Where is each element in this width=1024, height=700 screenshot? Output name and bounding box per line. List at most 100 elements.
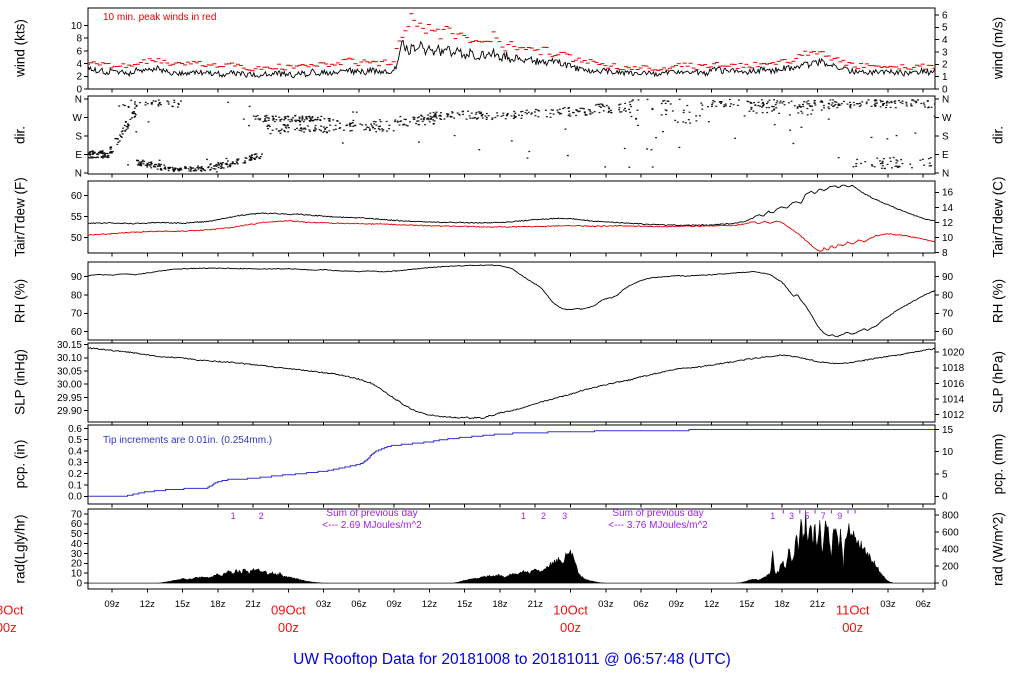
rad-sum-day1-line1: Sum of previous day [326, 508, 418, 519]
series-pcp-cumulative [88, 429, 935, 497]
ytick-label: 1014 [942, 394, 965, 405]
ytick-label: 10 [71, 21, 83, 32]
ytick-label: 1012 [942, 410, 965, 421]
hour-tick-label: 03z [598, 599, 614, 610]
ytick-label: W [73, 113, 83, 124]
hour-tick-label: 03z [316, 599, 332, 610]
rad-sum-day1-line2: <--- 2.69 MJoules/m^2 [322, 519, 422, 531]
date-tick-label: 10Oct [553, 603, 588, 618]
ytick-label: 0 [942, 578, 948, 589]
series-wind-direction-scatter [88, 98, 935, 173]
wind-right-axis-title: wind (m/s) [990, 16, 1006, 80]
ytick-label: 0.2 [68, 469, 82, 480]
tip-increments-note: Tip increments are 0.01in. (0.254mm.) [103, 435, 273, 446]
series-tdew [88, 219, 935, 252]
panel-pcp: 0.00.10.20.30.40.50.6 0 5 10 15 [68, 424, 954, 508]
x-axis-labels: 09z 12z 15z 18z 21z 03z 06z 09z 12z 15z 18z 21z 03z 0… [0, 599, 931, 635]
ytick-label: 6 [942, 10, 948, 21]
ytick-label: 0 [942, 84, 948, 95]
rad-sum-day2-note: Sum of previous day <--- 3.76 MJoules/m^… [608, 508, 707, 531]
panel-rh: 60 70 80 90 60 70 80 90 [71, 261, 954, 344]
ytick-label: 10 [942, 447, 954, 458]
ytick-label: 60 [71, 191, 83, 202]
figure-title: UW Rooftop Data for 20181008 to 20181011… [293, 651, 731, 668]
rad-marker-label: 7 [821, 511, 826, 521]
temp-left-axis-title: Tair/Tdew (F) [12, 177, 28, 257]
series-rh [88, 264, 935, 338]
panel-temp: 50 55 60 8 10 12 14 16 [71, 180, 954, 259]
ytick-label: 60 [71, 327, 83, 338]
hour-tick-label: 18z [774, 599, 790, 610]
ytick-label: 90 [942, 272, 954, 283]
ytick-label: 30.10 [57, 353, 82, 364]
ytick-label: 90 [71, 272, 83, 283]
peak-winds-note: 10 min. peak winds in red [103, 12, 217, 23]
ytick-label: 30.05 [57, 366, 82, 377]
ytick-label: 0.3 [68, 458, 82, 469]
date-tick-label: 09Oct [271, 603, 306, 618]
ytick-label: N [942, 94, 949, 105]
hour-tick-label: 09z [669, 599, 685, 610]
rad-sum-day2-line1: Sum of previous day [612, 508, 704, 519]
ytick-label: N [75, 168, 82, 179]
rad-marker-label: 1 [231, 511, 236, 521]
ytick-label: 14 [942, 203, 954, 214]
rad-marker-label: 2 [541, 511, 546, 521]
rh-left-axis-title: RH (%) [12, 278, 28, 324]
ytick-label: 15 [942, 425, 954, 436]
ytick-label: 70 [71, 309, 83, 320]
ytick-label: S [75, 131, 82, 142]
ytick-label: 0 [76, 578, 82, 589]
slp-left-axis-title: SLP (inHg) [12, 349, 28, 415]
ytick-label: 0.6 [68, 424, 82, 435]
ytick-label: 80 [71, 290, 83, 301]
ytick-label: 2 [76, 72, 82, 83]
ytick-label: 4 [76, 59, 82, 70]
ytick-label: 50 [71, 233, 83, 244]
ytick-label: 1018 [942, 363, 965, 374]
ytick-label: 55 [71, 212, 83, 223]
ytick-label: 1020 [942, 348, 965, 359]
ytick-label: 200 [942, 561, 959, 572]
ytick-label: W [942, 113, 952, 124]
slp-right-axis-title: SLP (hPa) [990, 350, 1006, 414]
ytick-label: 10 [942, 233, 954, 244]
ytick-label: 50 [71, 529, 83, 540]
date-tick-time: 00z [842, 620, 863, 635]
ytick-label: 30.15 [57, 340, 82, 351]
series-wind-mean [88, 39, 935, 79]
ytick-label: 16 [942, 188, 954, 199]
ytick-label: 0.1 [68, 480, 82, 491]
ytick-label: 5 [942, 23, 948, 34]
date-tick-label: 08Oct [0, 603, 24, 618]
ytick-label: 0.0 [68, 492, 82, 503]
ytick-label: E [942, 150, 949, 161]
rad-marker-label: 1 [770, 511, 775, 521]
rad-right-axis-title: rad (W/m^2) [990, 512, 1006, 586]
ytick-label: 60 [71, 519, 83, 530]
ytick-label: 800 [942, 511, 959, 522]
rad-marker-label: 1 [521, 511, 526, 521]
series-solar-radiation [88, 510, 935, 584]
date-tick-label: 11Oct [836, 603, 870, 618]
hour-tick-label: 09z [104, 599, 120, 610]
series-tair [88, 184, 935, 227]
date-tick-time: 00z [278, 620, 299, 635]
hour-tick-label: 03z [880, 599, 896, 610]
dir-left-axis-title: dir. [12, 125, 28, 145]
hour-tick-label: 21z [245, 599, 261, 610]
panel-slp: 29.90 29.95 30.00 30.05 30.10 30.15 1012 1014 10… [57, 340, 965, 426]
ytick-label: 29.95 [57, 393, 82, 404]
meteogram-chart: 02468100123456NESWNNESWN5055608101214166… [0, 7, 965, 635]
hour-tick-label: 15z [739, 599, 755, 610]
hour-tick-label: 15z [175, 599, 191, 610]
date-tick-time: 00z [0, 620, 17, 635]
ytick-label: 29.90 [57, 406, 82, 417]
ytick-label: 5 [942, 469, 948, 480]
series-wind-peaks [88, 13, 935, 72]
